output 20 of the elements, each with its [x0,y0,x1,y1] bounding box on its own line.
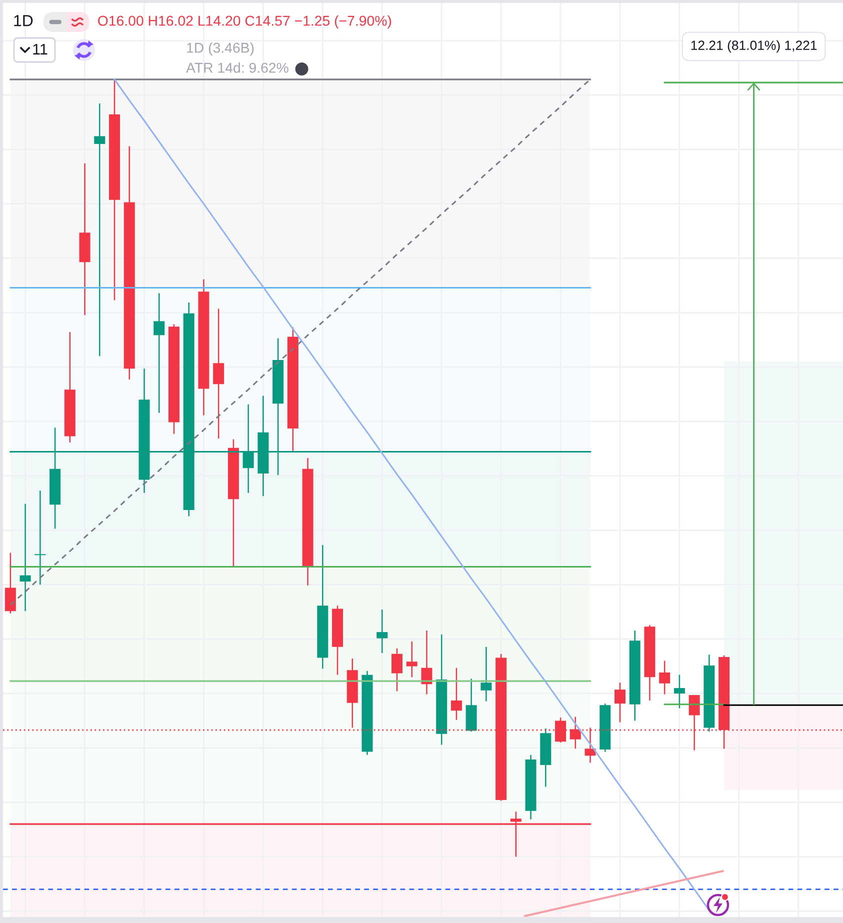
candlestick [480,646,492,702]
candlestick [154,292,165,414]
candlestick [4,552,16,614]
candlestick [659,660,670,695]
candlestick [614,682,626,723]
candlestick [406,640,418,678]
chart-title: 1D [14,15,33,26]
chart-subtitle: O16.00 H16.02 L14.20 C14.57 −1.25 (−7.90%) [98,15,392,29]
text: 1D (3.46B) [187,42,254,56]
candlestick [20,503,31,612]
annotation: 12.21 (81.01%) 1,221 [691,40,817,53]
candlestick [213,308,224,440]
candlestick [94,102,106,357]
candlestick [34,490,46,586]
candlestick [376,608,388,654]
text: ATR 14d: 9.62% [186,62,288,73]
candlestick [674,674,685,709]
candlestick [391,648,402,692]
text: 11 [33,44,48,54]
candlestick [450,667,462,721]
